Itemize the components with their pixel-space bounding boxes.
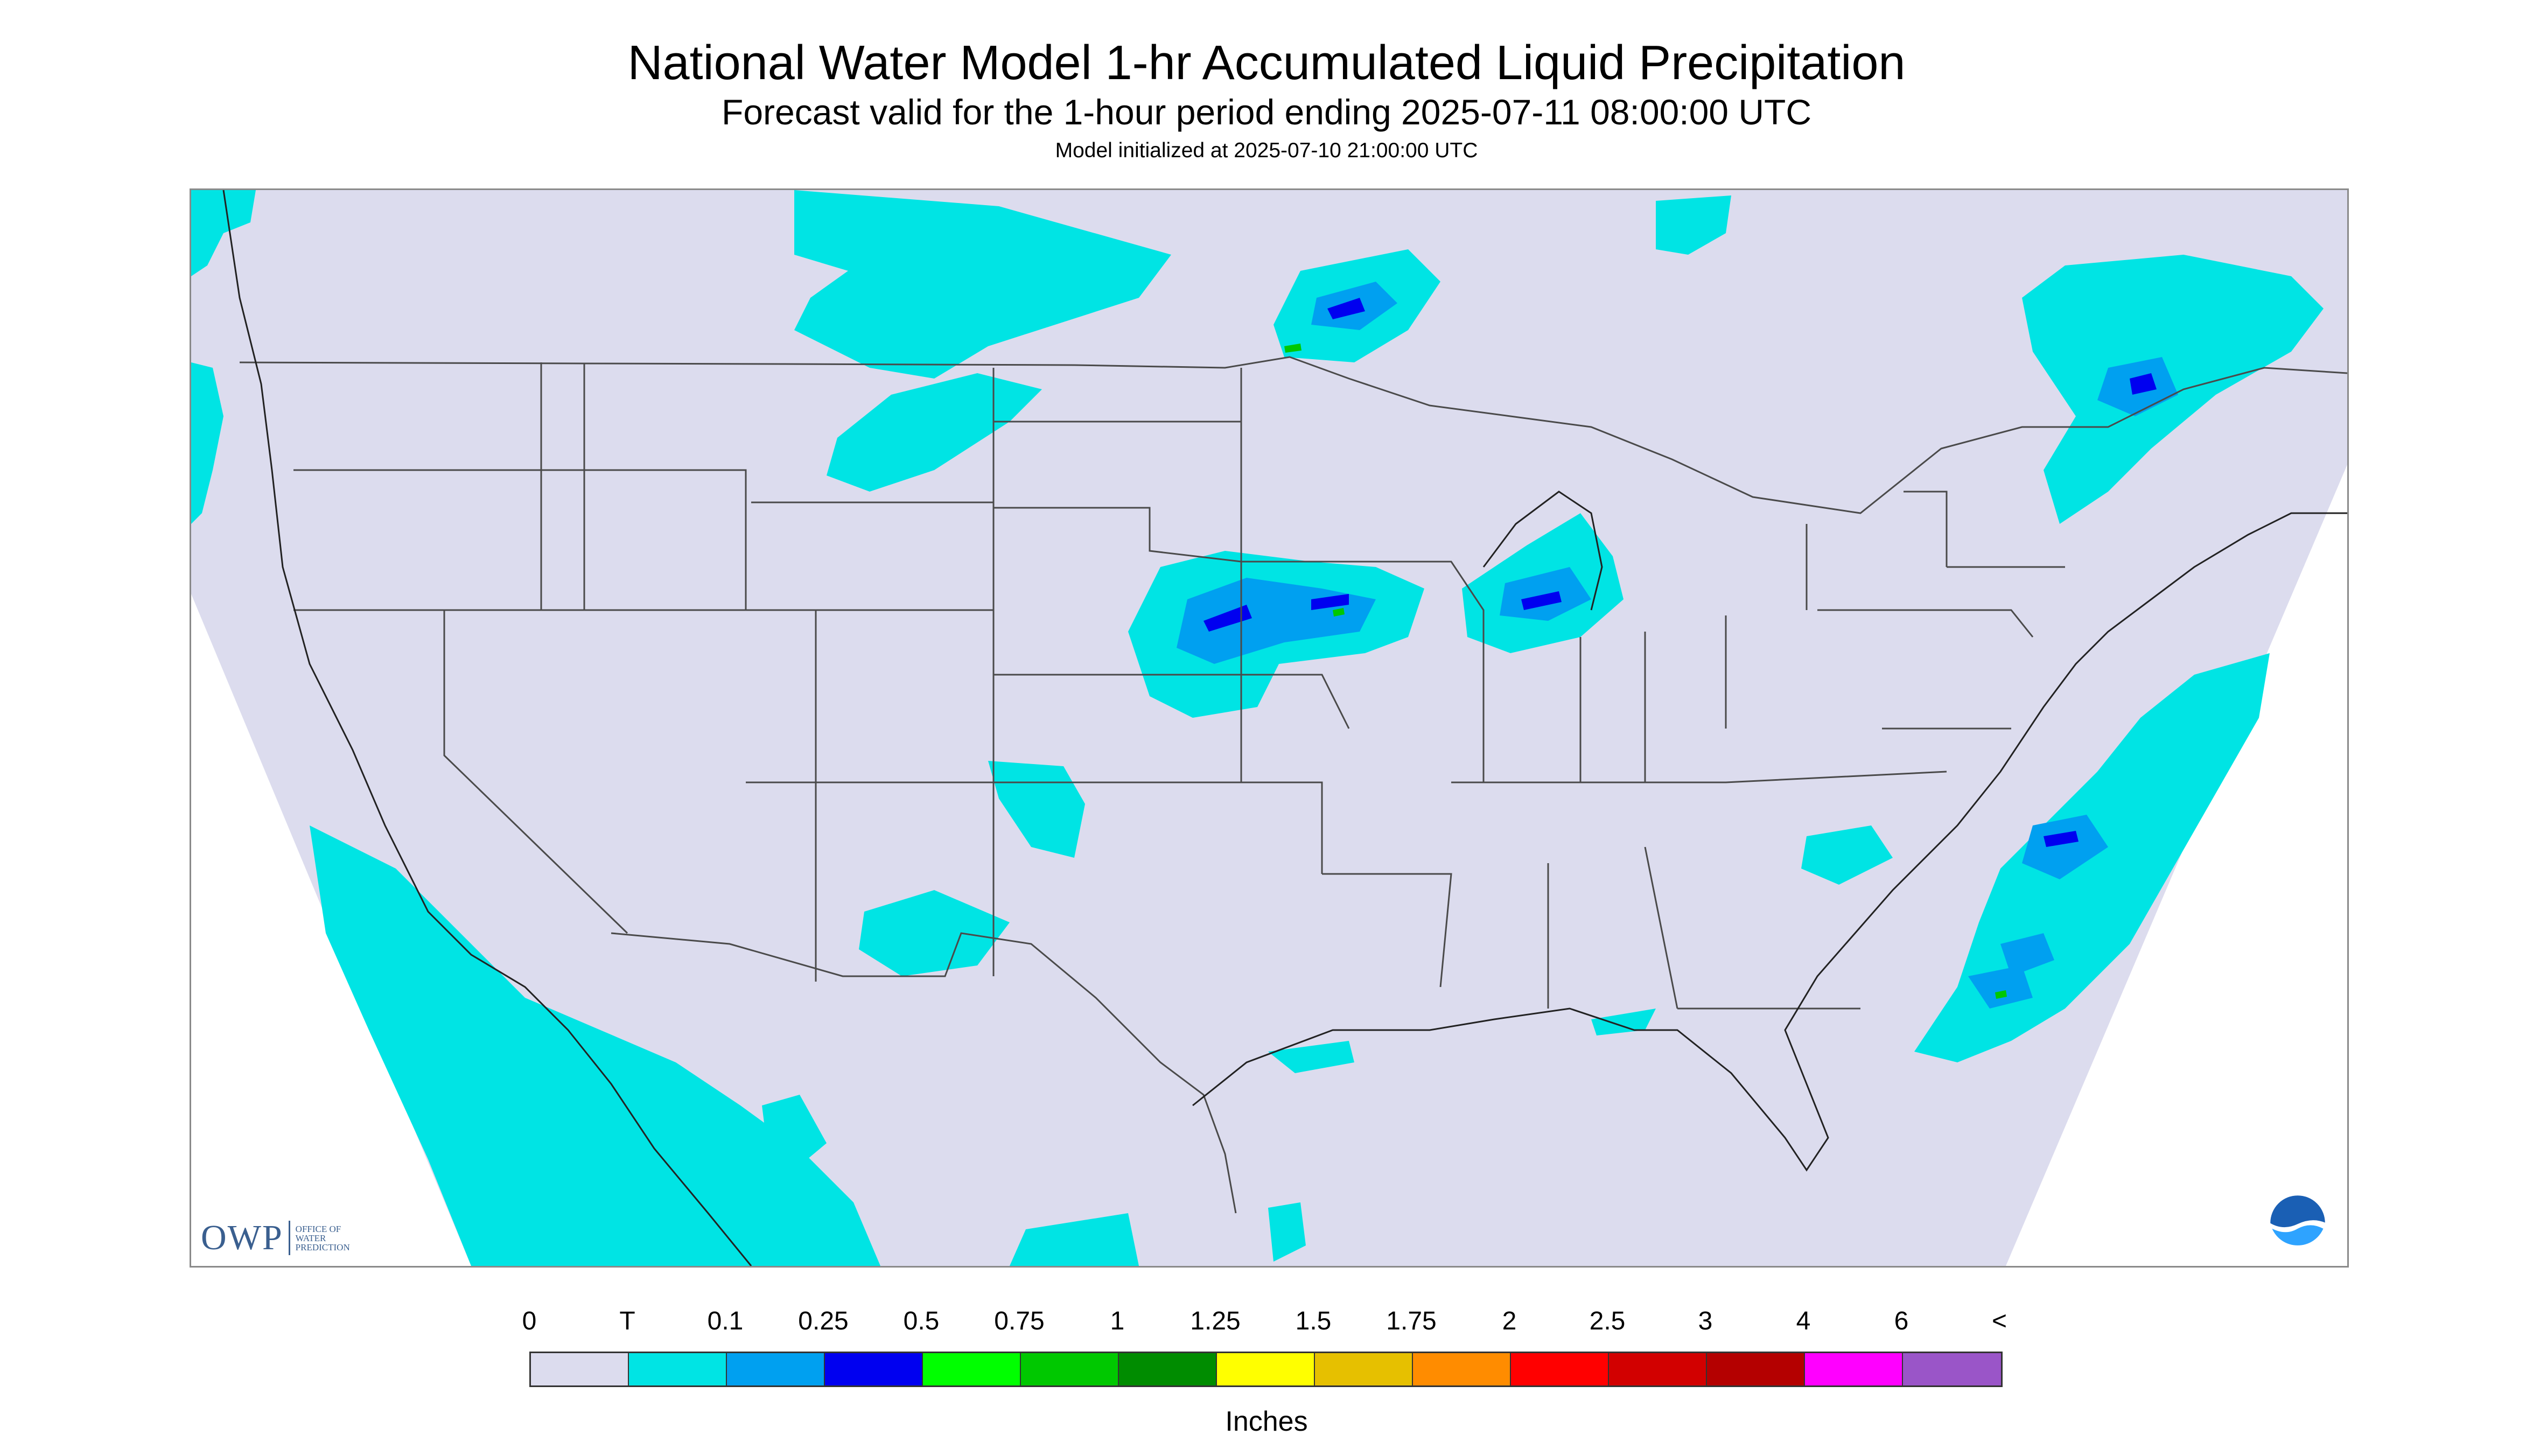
map-canvas (191, 190, 2347, 1266)
precip-region-mexico-south (1010, 1213, 1139, 1266)
legend-swatch (923, 1353, 1021, 1385)
legend-tick-label: 6 (1894, 1307, 1909, 1335)
precip-region-carolinas (1801, 825, 1893, 885)
legend-swatch (825, 1353, 923, 1385)
legend-tick-label: 1.75 (1386, 1307, 1437, 1335)
legend-tick-label: 1.25 (1190, 1307, 1241, 1335)
legend-colorbar (529, 1352, 2003, 1387)
owp-logo-text: OWP (201, 1218, 283, 1257)
legend-swatch (1805, 1353, 1903, 1385)
legend-swatch (1903, 1353, 2001, 1385)
precip-region-texas-coast (1268, 1041, 1354, 1073)
legend-swatch (531, 1353, 629, 1385)
coastlines (222, 190, 2347, 1266)
legend-swatch (1315, 1353, 1413, 1385)
noaa-logo-icon (2269, 1194, 2326, 1251)
legend-tick-label: 1.5 (1295, 1307, 1332, 1335)
state-boundaries (239, 356, 2347, 1214)
map-title: National Water Model 1-hr Accumulated Li… (627, 36, 1906, 90)
precip-region-new-mexico (859, 890, 1010, 976)
precip-0-25-layer (1203, 298, 2157, 847)
legend-swatch (727, 1353, 825, 1385)
legend-swatch (1217, 1353, 1315, 1385)
precip-0-5-layer (1284, 344, 2007, 999)
precip-region-gulf-mexico (762, 1095, 827, 1170)
model-domain (191, 190, 2347, 1266)
legend-tick-label: 1 (1110, 1307, 1125, 1335)
precip-region-pacific-coast (191, 362, 223, 524)
legend-tick-label: T (619, 1307, 635, 1335)
legend-units-label: Inches (1225, 1406, 1308, 1437)
legend-tick-label: 0.1 (707, 1307, 744, 1335)
legend-tick-label: 0.25 (798, 1307, 849, 1335)
legend-swatch (1021, 1353, 1119, 1385)
legend-tick-label: 3 (1698, 1307, 1713, 1335)
legend-swatch (1707, 1353, 1805, 1385)
owp-logo-divider (288, 1221, 290, 1255)
legend-tick-label: 0 (522, 1307, 537, 1335)
precip-region-montana-south (827, 373, 1042, 492)
precip-region-southern-plains (988, 761, 1085, 858)
legend-tick-label: 0.75 (994, 1307, 1045, 1335)
precip-region-great-lakes-east (1656, 195, 1731, 255)
legend-tick-label: 2.5 (1589, 1307, 1626, 1335)
owp-logo: OWP OFFICE OF WATER PREDICTION (201, 1217, 350, 1258)
map-subtitle: Forecast valid for the 1-hour period end… (722, 92, 1811, 132)
legend-swatch (629, 1353, 727, 1385)
model-init-line: Model initialized at 2025-07-10 21:00:00… (1055, 139, 1478, 162)
precip-region-gulf-offshore (1268, 1202, 1306, 1262)
legend-swatch (1609, 1353, 1707, 1385)
legend-swatch (1119, 1353, 1217, 1385)
precipitation-map: OWP OFFICE OF WATER PREDICTION (190, 188, 2349, 1268)
owp-logo-subtext: OFFICE OF WATER PREDICTION (295, 1223, 350, 1252)
legend-swatch (1511, 1353, 1609, 1385)
legend-swatch (1413, 1353, 1511, 1385)
colorbar-legend: 0 T 0.1 0.25 0.5 0.75 1 1.25 1.5 1.75 2 2.5 3 4 6 < Inc… (0, 1292, 2533, 1454)
precip-region-florida-gulf (1591, 1009, 1656, 1035)
precip-region-wa-coast (191, 190, 256, 276)
precip-region-montana (794, 190, 1171, 379)
legend-tick-label: < (1991, 1307, 2007, 1335)
legend-tick-label: 4 (1796, 1307, 1811, 1335)
legend-tick-label: 2 (1502, 1307, 1517, 1335)
legend-tick-label: 0.5 (903, 1307, 940, 1335)
